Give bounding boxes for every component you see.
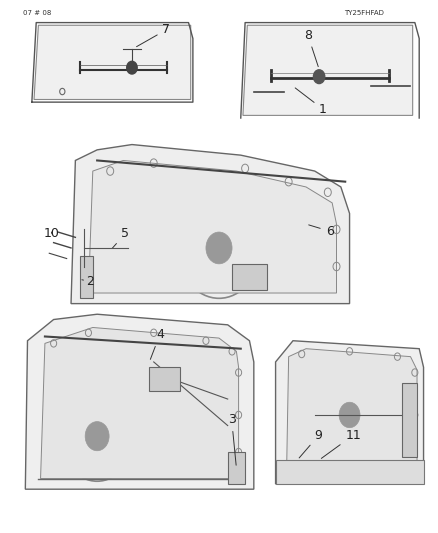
Text: 6: 6: [309, 225, 333, 238]
Text: 10: 10: [44, 228, 60, 240]
Polygon shape: [286, 349, 417, 479]
Circle shape: [85, 422, 109, 451]
Polygon shape: [228, 452, 245, 484]
Text: 9: 9: [299, 429, 323, 458]
Text: TY25FHFAD: TY25FHFAD: [345, 11, 385, 17]
Text: 07 # 08: 07 # 08: [23, 11, 52, 17]
Polygon shape: [276, 341, 424, 484]
Polygon shape: [402, 383, 417, 457]
Polygon shape: [276, 460, 424, 484]
Text: 11: 11: [321, 429, 361, 458]
Polygon shape: [41, 327, 239, 479]
Polygon shape: [80, 256, 93, 298]
Polygon shape: [34, 25, 191, 100]
Text: 4: 4: [150, 328, 164, 359]
Text: 2: 2: [82, 275, 94, 288]
Text: 3: 3: [228, 413, 236, 465]
Circle shape: [339, 402, 360, 427]
Polygon shape: [25, 314, 254, 489]
FancyBboxPatch shape: [149, 367, 180, 391]
Circle shape: [206, 232, 232, 264]
Text: 7: 7: [137, 23, 170, 47]
Circle shape: [127, 61, 137, 74]
Circle shape: [314, 70, 325, 84]
Text: 1: 1: [295, 88, 327, 116]
Text: 5: 5: [112, 228, 129, 248]
Polygon shape: [71, 144, 350, 304]
Polygon shape: [88, 160, 336, 293]
Text: 8: 8: [304, 28, 318, 67]
FancyBboxPatch shape: [232, 264, 267, 290]
Polygon shape: [243, 25, 413, 115]
